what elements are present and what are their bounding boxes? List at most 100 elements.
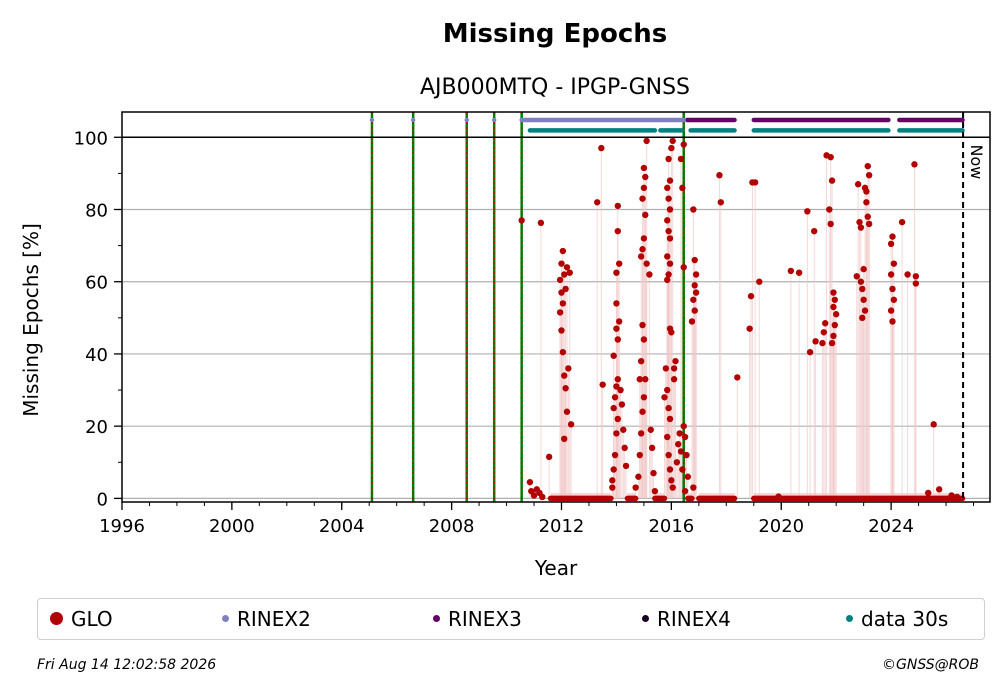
glo-point (681, 487, 689, 495)
legend-item-glo: GLO (50, 599, 113, 638)
glo-point (827, 153, 834, 161)
glo-point (898, 218, 906, 226)
glo-point (812, 338, 819, 345)
x-axis: 1996 2000 2004 2008 2012 2016 2020 2024 (99, 502, 975, 537)
glo-point (826, 206, 833, 213)
glo-point (599, 381, 606, 388)
glo-point (539, 493, 546, 501)
glo-point (614, 202, 622, 210)
glo-point (830, 303, 837, 311)
availability-dot (491, 117, 497, 123)
glo-point (863, 188, 870, 195)
legend-item-data-30s: data 30s (846, 599, 948, 638)
glo-point (787, 267, 795, 275)
glo-point (561, 271, 568, 278)
glo-point (642, 211, 649, 219)
footer-copyright: ©GNSS@ROB (882, 657, 979, 673)
chart-subtitle: AJB000MTQ - IPGP-GNSS (420, 75, 690, 100)
glo-point (666, 235, 674, 242)
glo-point (558, 260, 565, 267)
glo-point (563, 264, 571, 271)
glo-point (665, 451, 672, 459)
glo-point (889, 318, 896, 325)
glo-point (677, 448, 685, 455)
glo-point (864, 162, 871, 170)
glo-point (747, 292, 755, 300)
x-tick-label: 2004 (319, 516, 365, 537)
missing-epochs-chart: Missing Epochs AJB000MTQ - IPGP-GNSS Now… (19, 19, 991, 580)
glo-point (811, 227, 818, 235)
glo-point (526, 478, 534, 486)
y-tick-label: 100 (74, 128, 108, 149)
legend-item-rinex4: RINEX4 (642, 599, 731, 638)
glo-point (675, 441, 682, 448)
glo-point (613, 269, 620, 276)
x-tick-label: 2000 (209, 516, 255, 537)
glo-point (640, 336, 648, 343)
legend-marker-data-30s (846, 615, 853, 622)
glo-point (651, 487, 659, 495)
glo-point (559, 247, 567, 255)
glo-point (668, 477, 675, 484)
availability-dot (369, 117, 375, 123)
glo-point (609, 477, 616, 484)
glo-point (610, 466, 617, 473)
glo-point (831, 321, 839, 329)
glo-point (647, 426, 654, 433)
availability-dot (464, 117, 469, 123)
glo-point (613, 325, 620, 332)
glo-point (887, 307, 895, 314)
glo-point (636, 376, 643, 383)
legend-label-glo: GLO (71, 606, 113, 631)
glo-point (864, 213, 871, 220)
glo-point (666, 415, 674, 423)
glo-point (948, 492, 955, 499)
glo-point (665, 155, 672, 163)
x-tick-label: 2008 (429, 516, 475, 537)
glo-point (854, 181, 862, 188)
glo-point (692, 271, 700, 278)
glo-point (691, 256, 698, 264)
glo-point (558, 327, 565, 334)
glo-point (643, 137, 650, 145)
glo-point (640, 235, 648, 242)
legend-label-data-30s: data 30s (861, 606, 949, 631)
glo-point (863, 199, 870, 206)
glo-point (565, 365, 572, 372)
glo-point (639, 408, 646, 415)
glo-point (636, 451, 643, 459)
glo-point (679, 466, 686, 473)
glo-point (690, 484, 697, 491)
glo-point (828, 339, 836, 347)
glo-point (614, 415, 622, 423)
y-tick-label: 60 (85, 273, 108, 294)
glo-point (665, 227, 672, 235)
glo-point (611, 394, 619, 401)
glo-point (566, 269, 573, 276)
glo-point (828, 177, 836, 184)
legend-label-rinex2: RINEX2 (237, 606, 311, 631)
x-tick-label: 2024 (868, 516, 914, 537)
glo-point (594, 199, 601, 206)
x-tick-label: 2012 (539, 516, 585, 537)
glo-point (832, 311, 840, 318)
glo-point (637, 253, 645, 260)
glo-point (664, 433, 671, 441)
glo-point (680, 422, 687, 430)
glo-point (650, 469, 657, 477)
glo-point (890, 260, 898, 267)
glo-point (639, 321, 646, 329)
glo-point (935, 486, 943, 493)
glo-point (717, 199, 725, 206)
glo-point (648, 444, 656, 452)
glo-point (639, 246, 646, 253)
glo-points (518, 137, 966, 502)
availability-dot (410, 117, 416, 123)
glo-point (859, 285, 866, 293)
y-axis: 0 20 40 60 80 100 (74, 128, 122, 510)
glo-point (806, 348, 814, 356)
glo-point (639, 195, 646, 202)
glo-point (615, 318, 623, 325)
glo-point (666, 206, 674, 213)
glo-point (530, 492, 538, 499)
